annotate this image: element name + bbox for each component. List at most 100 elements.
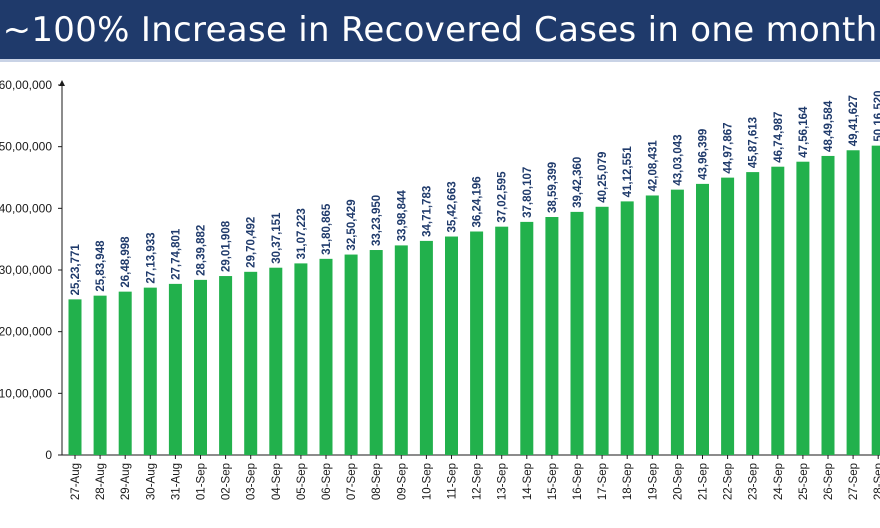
x-tick-label: 01-Sep [196, 463, 208, 500]
data-label: 36,24,196 [472, 176, 484, 227]
bar [746, 172, 760, 455]
x-tick-label: 30-Aug [145, 463, 157, 500]
x-tick-label: 08-Sep [371, 463, 383, 500]
x-tick-label: 06-Sep [321, 463, 333, 500]
bar [319, 258, 333, 455]
x-tick-label: 12-Sep [472, 463, 484, 500]
data-label: 34,71,783 [421, 186, 433, 237]
y-tick-label: 20,00,000 [0, 325, 52, 339]
bar [344, 254, 358, 455]
y-tick-label: 10,00,000 [0, 386, 52, 400]
x-tick-label: 24-Sep [773, 463, 785, 500]
bar [68, 299, 82, 455]
bar [219, 276, 233, 455]
title-banner: ~100% Increase in Recovered Cases in one… [0, 0, 880, 62]
chart-title: ~100% Increase in Recovered Cases in one… [2, 9, 878, 50]
data-label: 29,01,908 [221, 220, 233, 272]
x-tick-label: 20-Sep [672, 463, 684, 500]
data-label: 25,83,948 [95, 240, 107, 292]
data-label: 26,48,998 [120, 236, 132, 288]
x-tick-label: 02-Sep [221, 463, 233, 500]
data-label: 46,74,987 [773, 112, 785, 163]
bar [670, 189, 684, 455]
bar [369, 250, 383, 455]
x-tick-label: 31-Aug [170, 463, 182, 500]
x-tick-label: 23-Sep [748, 463, 760, 500]
data-label: 38,59,399 [547, 162, 559, 213]
bar [620, 201, 634, 455]
data-label: 39,42,360 [572, 157, 584, 208]
data-label: 37,02,595 [497, 171, 509, 223]
x-tick-label: 17-Sep [597, 463, 609, 500]
bar [821, 155, 835, 455]
data-label: 29,70,492 [246, 217, 258, 268]
y-tick-label: 40,00,000 [0, 201, 52, 215]
bar [143, 287, 157, 455]
chart-area: 0 10,00,000 20,00,000 30,00,000 40,00,000 50,… [0, 66, 880, 528]
bar [846, 150, 860, 455]
bar [244, 271, 258, 455]
bar [194, 279, 207, 455]
x-tick-label: 18-Sep [622, 463, 634, 500]
x-tick-label: 27-Sep [848, 463, 860, 500]
x-tick-label: 19-Sep [647, 463, 659, 500]
data-label: 48,49,584 [823, 100, 835, 152]
data-label: 47,56,164 [798, 106, 810, 158]
bar [168, 283, 182, 455]
data-label: 33,98,844 [396, 190, 408, 242]
x-tick-label: 29-Aug [120, 463, 132, 500]
data-label: 31,07,223 [296, 208, 308, 259]
bar [570, 211, 584, 455]
data-label: 41,12,551 [622, 146, 634, 198]
x-tick-label: 16-Sep [572, 463, 584, 500]
bar [645, 195, 659, 455]
x-tick-label: 25-Sep [798, 463, 810, 500]
x-tick-label: 21-Sep [698, 463, 710, 500]
data-label: 42,08,431 [647, 140, 659, 192]
bar [495, 226, 509, 455]
bar [721, 177, 735, 455]
bar [118, 291, 132, 455]
x-tick-label: 14-Sep [522, 463, 534, 500]
data-label: 27,13,933 [145, 232, 157, 283]
x-tick-label: 03-Sep [246, 463, 258, 500]
bar [545, 217, 559, 455]
y-tick-label: 60,00,000 [0, 78, 52, 92]
bar [520, 221, 534, 455]
bar [696, 183, 709, 455]
bar-chart: 0 10,00,000 20,00,000 30,00,000 40,00,000 50,… [0, 78, 880, 500]
bar [394, 245, 408, 455]
x-tick-label: 28-Sep [873, 463, 880, 500]
x-tick-label: 13-Sep [497, 463, 509, 500]
bar [771, 166, 785, 455]
y-tick-label: 50,00,000 [0, 140, 52, 154]
data-label: 32,50,429 [346, 199, 358, 250]
x-tick-label: 05-Sep [296, 463, 308, 500]
x-tick-label: 28-Aug [95, 463, 107, 500]
x-tick-label: 15-Sep [547, 463, 559, 500]
x-tick-label: 09-Sep [396, 463, 408, 500]
x-tick-label: 10-Sep [421, 463, 433, 500]
data-label: 35,42,663 [447, 181, 459, 232]
data-label: 43,03,043 [672, 134, 684, 185]
data-label: 30,37,151 [271, 212, 283, 264]
x-tick-label: 26-Sep [823, 463, 835, 500]
x-tick-label: 04-Sep [271, 463, 283, 500]
data-label: 43,96,399 [698, 129, 710, 180]
y-tick-label: 0 [45, 448, 52, 462]
bar [294, 263, 308, 455]
bar [419, 240, 433, 455]
data-label: 45,87,613 [748, 117, 760, 168]
data-label: 25,23,771 [70, 244, 82, 296]
data-label: 44,97,867 [723, 122, 735, 173]
x-tick-label: 11-Sep [447, 463, 459, 499]
x-tick-label: 07-Sep [346, 463, 358, 500]
data-label: 28,39,882 [196, 225, 208, 276]
y-tick-label: 30,00,000 [0, 263, 52, 277]
bar [445, 236, 458, 455]
data-label: 50,16,520 [873, 90, 880, 141]
x-tick-label: 27-Aug [70, 463, 82, 500]
bar [595, 206, 609, 455]
bar [470, 231, 484, 455]
x-tick-label: 22-Sep [723, 463, 735, 500]
